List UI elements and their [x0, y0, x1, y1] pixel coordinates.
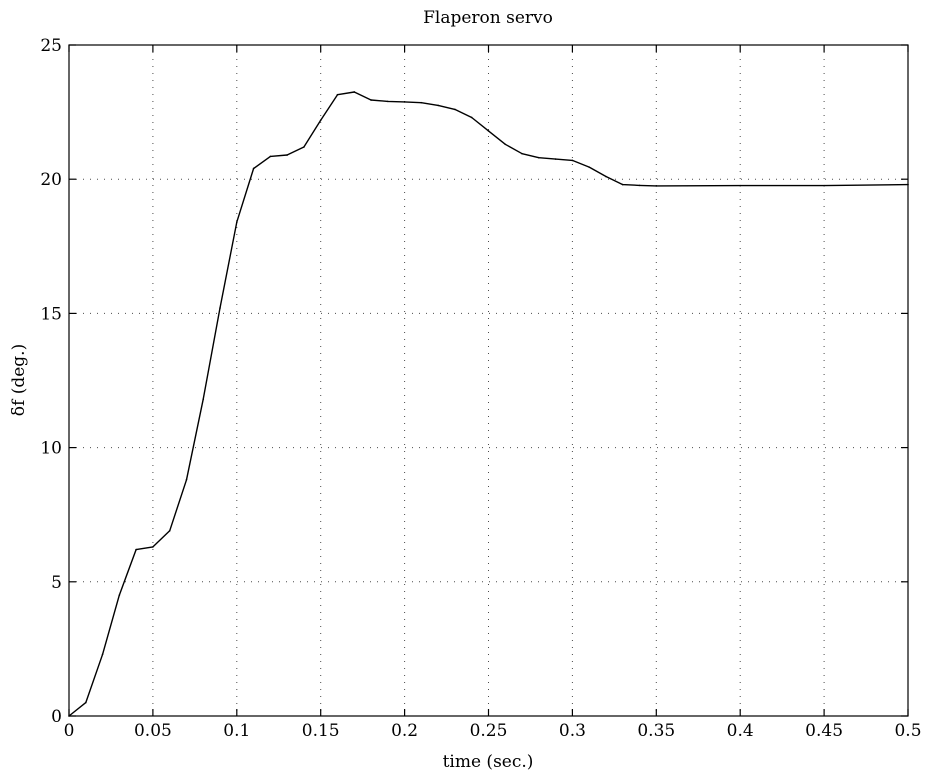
data-point	[353, 91, 356, 93]
data-point	[387, 100, 389, 103]
x-tick-label: 0.05	[134, 721, 172, 741]
y-tick-label: 5	[51, 573, 62, 593]
x-tick-label: 0	[64, 721, 75, 741]
y-tick-label: 10	[40, 439, 62, 459]
data-point	[621, 183, 624, 186]
tick-layer: 0 0.05 0.1 0.15 0.2 0.25 0.3 0.35 0.4 0.45 0.5 0 5 10…	[40, 36, 921, 741]
data-point	[68, 715, 70, 717]
data-point	[588, 166, 590, 168]
y-tick-label: 15	[40, 304, 62, 324]
data-point	[504, 143, 507, 146]
data-point	[538, 156, 540, 159]
y-axis-label: δf (deg.)	[9, 344, 29, 416]
chart-title: Flaperon servo	[423, 8, 553, 28]
data-point	[336, 93, 339, 96]
data-point	[252, 167, 255, 170]
data-point	[739, 184, 741, 187]
plot-frame	[68, 44, 909, 717]
x-tick-label: 0.45	[805, 721, 843, 741]
data-point	[118, 594, 121, 597]
data-point	[319, 119, 322, 121]
data-point	[202, 398, 205, 401]
data-point	[907, 183, 909, 186]
x-tick-label: 0.4	[727, 721, 754, 741]
data-point	[403, 101, 406, 103]
data-point	[84, 701, 87, 704]
x-tick-label: 0.5	[894, 721, 921, 741]
data-point	[655, 185, 658, 187]
data-point	[236, 221, 238, 223]
data-point	[823, 184, 825, 187]
data-point	[487, 130, 490, 132]
data-point	[135, 548, 137, 551]
data-point	[571, 159, 574, 162]
data-point	[370, 99, 372, 101]
y-tick-label: 0	[51, 707, 62, 727]
grid-layer	[69, 45, 908, 716]
data-point	[269, 155, 272, 158]
data-point	[420, 101, 423, 104]
data-point	[554, 158, 557, 160]
data-point	[219, 307, 221, 309]
x-tick-label: 0.3	[559, 721, 586, 741]
data-point	[437, 104, 439, 107]
x-tick-label: 0.35	[637, 721, 675, 741]
data-point	[303, 146, 305, 148]
data-point	[286, 154, 288, 156]
y-tick-label: 20	[40, 170, 62, 190]
y-tick-label: 25	[40, 36, 62, 56]
x-tick-label: 0.1	[223, 721, 250, 741]
series-layer	[68, 91, 909, 717]
data-point	[521, 152, 523, 155]
x-tick-label: 0.2	[391, 721, 418, 741]
data-point	[638, 184, 641, 187]
data-point	[454, 108, 456, 111]
x-tick-label: 0.15	[302, 721, 340, 741]
data-point	[168, 530, 171, 532]
data-point	[101, 653, 104, 656]
data-point	[185, 479, 188, 481]
x-tick-label: 0.25	[470, 721, 508, 741]
data-point	[470, 116, 473, 119]
x-axis-label: time (sec.)	[443, 752, 534, 772]
data-point	[152, 546, 154, 548]
data-point	[605, 175, 607, 178]
